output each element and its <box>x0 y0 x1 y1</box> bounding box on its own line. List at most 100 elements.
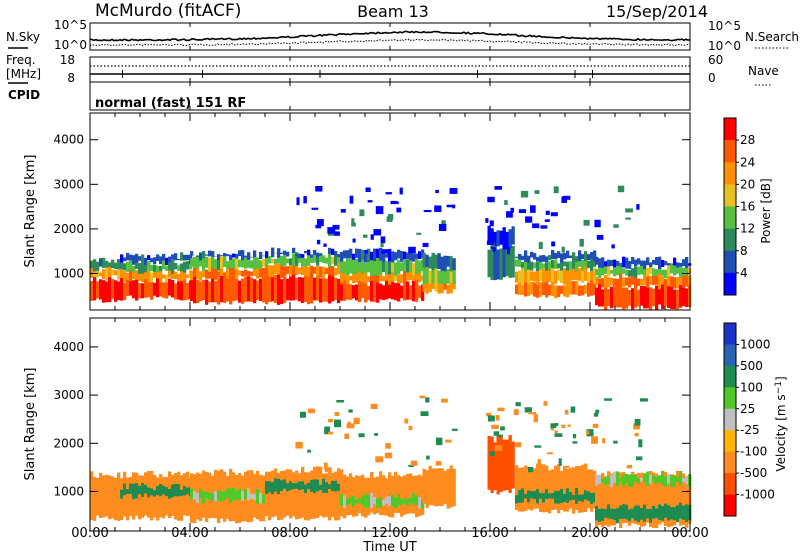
heatmap-cell <box>554 465 558 510</box>
heatmap-cell <box>277 272 281 305</box>
heatmap-cell <box>655 473 659 528</box>
heatmap-cell <box>595 409 600 414</box>
heatmap-cell <box>344 433 349 440</box>
heatmap-cell <box>643 473 647 483</box>
heatmap-cell <box>404 418 409 424</box>
heatmap-cell <box>274 275 278 303</box>
heatmap-cell <box>180 252 184 261</box>
heatmap-cell <box>567 424 571 427</box>
heatmap-cell <box>649 275 653 285</box>
heatmap-cell <box>190 278 194 302</box>
heatmap-cell <box>277 256 281 264</box>
heatmap-cell <box>202 270 206 278</box>
heatmap-cell <box>511 246 515 278</box>
heatmap-cell <box>646 471 650 487</box>
heatmap-cell <box>533 282 537 297</box>
x-tick-label: 04:00 <box>171 526 208 541</box>
heatmap-cell <box>440 256 444 271</box>
heatmap-cell <box>388 261 392 275</box>
heatmap-cell <box>126 261 130 272</box>
heatmap-cell <box>646 273 650 288</box>
heatmap-cell <box>313 277 317 301</box>
heatmap-cell <box>628 270 632 277</box>
heatmap-cell <box>418 285 422 298</box>
heatmap-cell <box>570 406 576 413</box>
heatmap-cell <box>569 491 573 501</box>
heatmap-cell <box>370 472 374 513</box>
heatmap-cell <box>494 445 503 451</box>
heatmap-cell <box>587 254 591 261</box>
heatmap-cell <box>385 254 389 258</box>
heatmap-cell <box>533 262 537 269</box>
heatmap-cell <box>129 254 133 261</box>
heatmap-cell <box>578 494 582 502</box>
heatmap-cell <box>593 257 597 267</box>
heatmap-cell <box>409 473 413 514</box>
heatmap-cell <box>220 256 224 269</box>
heatmap-cell <box>661 269 665 276</box>
heatmap-cell <box>637 278 641 286</box>
heatmap-cell <box>521 255 525 261</box>
heatmap-cell <box>323 462 328 470</box>
heatmap-cell <box>452 279 456 290</box>
heatmap-cell <box>316 479 320 492</box>
heatmap-cell <box>391 271 395 282</box>
heatmap-cell <box>319 266 323 278</box>
heatmap-cell <box>673 257 677 266</box>
heatmap-cell <box>126 252 130 261</box>
heatmap-cell <box>105 260 109 268</box>
heatmap-cell <box>253 268 257 277</box>
heatmap-cell <box>190 270 194 281</box>
heatmap-cell <box>628 277 632 288</box>
heatmap-cell <box>445 439 452 443</box>
noise-panel: N.Sky 10^5 10^0 10^5 10^0 N.Search <box>6 18 799 53</box>
heatmap-cell <box>604 398 612 401</box>
y-tick-label: 3000 <box>53 388 84 402</box>
heatmap-cell <box>554 430 558 434</box>
heatmap-cell <box>400 285 404 299</box>
heatmap-cell <box>114 280 118 302</box>
heatmap-cell <box>625 257 629 269</box>
heatmap-cell <box>561 246 565 253</box>
heatmap-cell <box>622 268 626 274</box>
heatmap-cell <box>375 206 384 215</box>
heatmap-cell <box>328 273 332 304</box>
noise-sky-label: N.Sky <box>6 30 40 44</box>
heatmap-cell <box>643 260 647 270</box>
heatmap-cell <box>317 219 324 227</box>
heatmap-cell <box>515 465 519 510</box>
heatmap-cell <box>437 280 441 294</box>
heatmap-cell <box>132 265 136 273</box>
heatmap-cell <box>521 488 525 503</box>
heatmap-cell <box>581 269 585 283</box>
heatmap-cell <box>557 490 561 504</box>
heatmap-cell <box>536 256 540 262</box>
heatmap-cell <box>406 281 410 300</box>
heatmap-cell <box>428 465 432 505</box>
heatmap-cell <box>114 262 118 270</box>
heatmap-cell <box>177 274 181 282</box>
heatmap-cell <box>449 281 453 294</box>
heatmap-cell <box>587 282 591 297</box>
heatmap-cell <box>610 475 614 487</box>
heatmap-cell <box>643 274 647 286</box>
heatmap-cell <box>247 271 251 277</box>
heatmap-cell <box>527 280 531 296</box>
heatmap-cell <box>337 468 341 521</box>
heatmap-cell <box>640 278 644 286</box>
heatmap-cell <box>572 467 576 514</box>
heatmap-cell <box>542 269 546 283</box>
heatmap-cell <box>256 266 260 279</box>
heatmap-cell <box>601 257 605 268</box>
heatmap-cell <box>205 254 209 256</box>
heatmap-cell <box>685 476 689 528</box>
heatmap-cell <box>108 475 112 520</box>
heatmap-cell <box>436 437 443 446</box>
heatmap-cell <box>607 266 611 277</box>
heatmap-cell <box>150 258 154 263</box>
heatmap-cell <box>487 196 495 203</box>
heatmap-cell <box>548 493 552 499</box>
heatmap-cell <box>554 270 558 284</box>
heatmap-cell <box>370 257 374 276</box>
heatmap-cell <box>613 278 617 287</box>
